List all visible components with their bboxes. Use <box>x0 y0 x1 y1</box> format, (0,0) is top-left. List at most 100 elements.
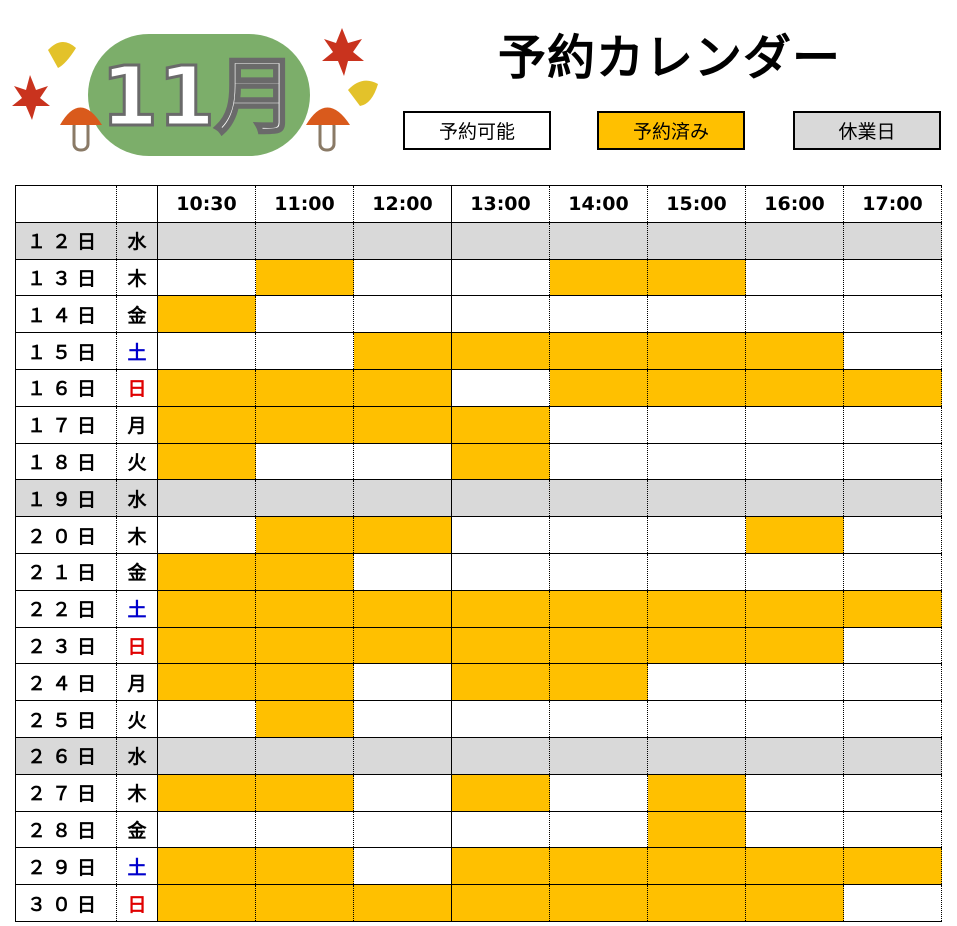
slot-booked <box>353 626 452 665</box>
slot-available[interactable] <box>353 773 452 812</box>
slot-available[interactable] <box>745 442 844 481</box>
time-header: 16:00 <box>745 185 844 223</box>
slot-booked <box>549 884 648 922</box>
slot-closed <box>549 736 648 775</box>
slot-closed <box>255 221 354 260</box>
slot-available[interactable] <box>843 884 942 922</box>
slot-available[interactable] <box>549 810 648 849</box>
page-title: 予約カレンダー <box>498 30 842 86</box>
slot-available[interactable] <box>451 368 550 407</box>
slot-booked <box>843 589 942 628</box>
date-cell: １７日 <box>15 405 117 444</box>
slot-closed <box>549 221 648 260</box>
slot-booked <box>255 368 354 407</box>
slot-available[interactable] <box>549 700 648 738</box>
slot-booked <box>745 332 844 370</box>
slot-available[interactable] <box>549 552 648 591</box>
slot-available[interactable] <box>353 442 452 481</box>
slot-available[interactable] <box>647 516 746 554</box>
slot-closed <box>353 479 452 518</box>
slot-available[interactable] <box>157 700 256 738</box>
slot-available[interactable] <box>647 663 746 702</box>
calendar-row: ２６日水 <box>15 736 942 775</box>
slot-available[interactable] <box>255 810 354 849</box>
slot-available[interactable] <box>451 810 550 849</box>
slot-available[interactable] <box>745 700 844 738</box>
slot-available[interactable] <box>451 258 550 297</box>
slot-available[interactable] <box>843 626 942 665</box>
slot-available[interactable] <box>843 773 942 812</box>
slot-available[interactable] <box>843 258 942 297</box>
slot-booked <box>549 626 648 665</box>
weekday-cell: 土 <box>116 332 158 370</box>
slot-available[interactable] <box>843 516 942 554</box>
slot-available[interactable] <box>843 663 942 702</box>
slot-booked <box>255 663 354 702</box>
calendar-row: ２０日木 <box>15 516 942 554</box>
slot-available[interactable] <box>157 332 256 370</box>
slot-available[interactable] <box>157 516 256 554</box>
slot-available[interactable] <box>549 442 648 481</box>
slot-booked <box>353 589 452 628</box>
date-cell: ２７日 <box>15 773 117 812</box>
slot-available[interactable] <box>647 700 746 738</box>
calendar-row: １７日月 <box>15 405 942 444</box>
slot-booked <box>353 405 452 444</box>
slot-available[interactable] <box>353 663 452 702</box>
slot-available[interactable] <box>745 810 844 849</box>
slot-available[interactable] <box>353 700 452 738</box>
date-cell: ２１日 <box>15 552 117 591</box>
slot-available[interactable] <box>451 552 550 591</box>
slot-available[interactable] <box>745 552 844 591</box>
slot-available[interactable] <box>353 552 452 591</box>
slot-available[interactable] <box>549 773 648 812</box>
slot-available[interactable] <box>745 773 844 812</box>
weekday-cell: 金 <box>116 810 158 849</box>
slot-booked <box>647 884 746 922</box>
slot-available[interactable] <box>647 552 746 591</box>
weekday-cell: 月 <box>116 405 158 444</box>
slot-available[interactable] <box>157 810 256 849</box>
slot-closed <box>843 736 942 775</box>
slot-available[interactable] <box>745 663 844 702</box>
slot-available[interactable] <box>843 700 942 738</box>
slot-available[interactable] <box>745 405 844 444</box>
slot-available[interactable] <box>843 552 942 591</box>
slot-available[interactable] <box>647 405 746 444</box>
slot-available[interactable] <box>549 405 648 444</box>
slot-available[interactable] <box>843 332 942 370</box>
slot-available[interactable] <box>549 295 648 334</box>
header-date-cell <box>15 185 117 223</box>
slot-available[interactable] <box>647 442 746 481</box>
slot-available[interactable] <box>353 810 452 849</box>
slot-booked <box>647 773 746 812</box>
calendar-row: ２４日月 <box>15 663 942 702</box>
slot-available[interactable] <box>451 295 550 334</box>
slot-available[interactable] <box>745 258 844 297</box>
slot-available[interactable] <box>353 295 452 334</box>
slot-booked <box>647 810 746 849</box>
slot-booked <box>843 368 942 407</box>
slot-available[interactable] <box>157 258 256 297</box>
slot-available[interactable] <box>451 700 550 738</box>
slot-available[interactable] <box>647 295 746 334</box>
slot-available[interactable] <box>549 516 648 554</box>
slot-available[interactable] <box>843 442 942 481</box>
slot-available[interactable] <box>255 332 354 370</box>
slot-available[interactable] <box>745 295 844 334</box>
slot-available[interactable] <box>255 295 354 334</box>
time-header: 15:00 <box>647 185 746 223</box>
slot-booked <box>451 847 550 886</box>
slot-available[interactable] <box>843 405 942 444</box>
date-cell: ２３日 <box>15 626 117 665</box>
slot-available[interactable] <box>843 810 942 849</box>
slot-available[interactable] <box>451 516 550 554</box>
date-cell: １４日 <box>15 295 117 334</box>
reservation-calendar: 10:30 11:00 12:00 13:00 14:00 15:00 16:00 17:00… <box>15 185 942 922</box>
slot-closed <box>745 736 844 775</box>
slot-available[interactable] <box>843 295 942 334</box>
slot-booked <box>157 847 256 886</box>
slot-available[interactable] <box>353 258 452 297</box>
slot-available[interactable] <box>255 442 354 481</box>
slot-available[interactable] <box>353 847 452 886</box>
